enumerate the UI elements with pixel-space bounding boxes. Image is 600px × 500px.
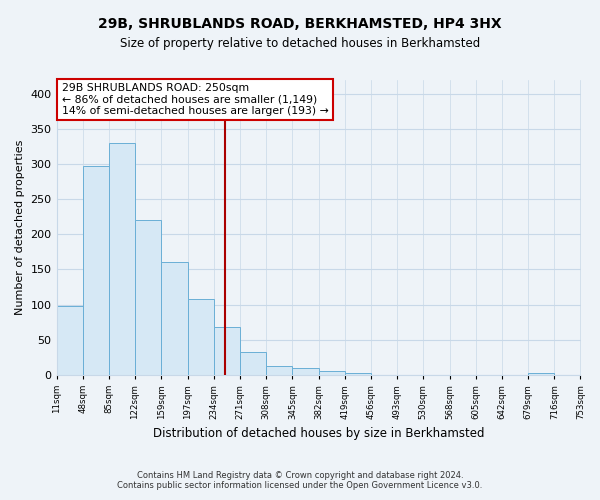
Bar	[161, 262, 188, 375]
Bar	[528, 374, 554, 375]
Bar	[56, 306, 83, 375]
Text: Contains HM Land Registry data © Crown copyright and database right 2024.
Contai: Contains HM Land Registry data © Crown c…	[118, 470, 482, 490]
Text: Size of property relative to detached houses in Berkhamsted: Size of property relative to detached ho…	[120, 38, 480, 51]
Bar	[240, 352, 266, 375]
Bar	[344, 374, 371, 375]
Text: 29B SHRUBLANDS ROAD: 250sqm
← 86% of detached houses are smaller (1,149)
14% of : 29B SHRUBLANDS ROAD: 250sqm ← 86% of det…	[62, 83, 329, 116]
Bar	[214, 327, 240, 375]
Bar	[319, 372, 344, 375]
Bar	[135, 220, 161, 375]
Text: 29B, SHRUBLANDS ROAD, BERKHAMSTED, HP4 3HX: 29B, SHRUBLANDS ROAD, BERKHAMSTED, HP4 3…	[98, 18, 502, 32]
Bar	[83, 166, 109, 375]
Bar	[292, 368, 319, 375]
X-axis label: Distribution of detached houses by size in Berkhamsted: Distribution of detached houses by size …	[153, 427, 484, 440]
Y-axis label: Number of detached properties: Number of detached properties	[15, 140, 25, 315]
Bar	[266, 366, 292, 375]
Bar	[109, 143, 135, 375]
Bar	[188, 299, 214, 375]
